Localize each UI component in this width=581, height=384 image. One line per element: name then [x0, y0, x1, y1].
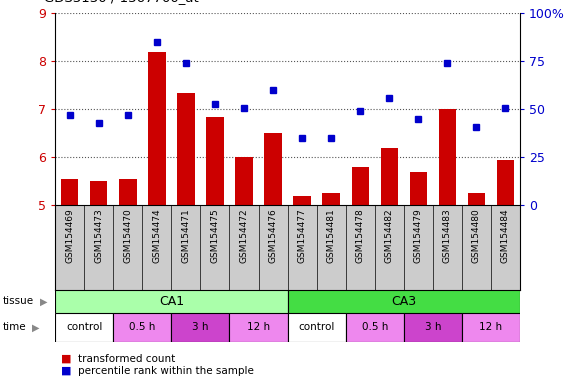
Text: 12 h: 12 h: [479, 322, 503, 333]
Text: GDS3130 / 1367700_at: GDS3130 / 1367700_at: [44, 0, 198, 4]
Text: 3 h: 3 h: [192, 322, 209, 333]
Text: GSM154475: GSM154475: [210, 208, 220, 263]
Text: GSM154477: GSM154477: [297, 208, 307, 263]
Text: GSM154478: GSM154478: [356, 208, 365, 263]
Bar: [381, 148, 398, 205]
Text: percentile rank within the sample: percentile rank within the sample: [78, 366, 254, 376]
Text: GSM154479: GSM154479: [414, 208, 423, 263]
Text: 12 h: 12 h: [247, 322, 270, 333]
Text: 0.5 h: 0.5 h: [361, 322, 388, 333]
Text: transformed count: transformed count: [78, 354, 175, 364]
Bar: [171, 313, 229, 342]
Text: CA1: CA1: [159, 295, 184, 308]
Text: GSM154476: GSM154476: [268, 208, 278, 263]
Bar: [119, 179, 137, 205]
Bar: [468, 194, 485, 205]
Text: ■: ■: [61, 354, 71, 364]
Bar: [61, 179, 78, 205]
Text: ▶: ▶: [32, 322, 40, 333]
Text: GSM154483: GSM154483: [443, 208, 452, 263]
Bar: [90, 182, 107, 205]
Text: GSM154469: GSM154469: [65, 208, 74, 263]
Text: GSM154471: GSM154471: [181, 208, 191, 263]
Text: time: time: [3, 322, 27, 333]
Bar: [55, 313, 113, 342]
Text: ■: ■: [61, 366, 71, 376]
Text: 0.5 h: 0.5 h: [129, 322, 156, 333]
Bar: [206, 117, 224, 205]
Text: CA3: CA3: [391, 295, 417, 308]
Bar: [293, 196, 311, 205]
Text: 3 h: 3 h: [425, 322, 441, 333]
Text: GSM154482: GSM154482: [385, 208, 394, 263]
Bar: [288, 290, 520, 313]
Bar: [148, 52, 166, 205]
Text: GSM154480: GSM154480: [472, 208, 481, 263]
Text: control: control: [299, 322, 335, 333]
Bar: [264, 134, 282, 205]
Text: GSM154473: GSM154473: [94, 208, 103, 263]
Text: control: control: [66, 322, 102, 333]
Text: GSM154474: GSM154474: [152, 208, 162, 263]
Text: GSM154472: GSM154472: [239, 208, 249, 263]
Bar: [177, 93, 195, 205]
Bar: [346, 313, 404, 342]
Bar: [410, 172, 427, 205]
Bar: [55, 290, 288, 313]
Bar: [113, 313, 171, 342]
Bar: [229, 313, 288, 342]
Bar: [462, 313, 520, 342]
Bar: [288, 313, 346, 342]
Bar: [322, 194, 340, 205]
Text: GSM154470: GSM154470: [123, 208, 132, 263]
Text: tissue: tissue: [3, 296, 34, 306]
Bar: [439, 109, 456, 205]
Bar: [404, 313, 462, 342]
Bar: [235, 157, 253, 205]
Text: GSM154484: GSM154484: [501, 208, 510, 263]
Text: ▶: ▶: [40, 296, 47, 306]
Bar: [352, 167, 369, 205]
Bar: [497, 160, 514, 205]
Text: GSM154481: GSM154481: [327, 208, 336, 263]
